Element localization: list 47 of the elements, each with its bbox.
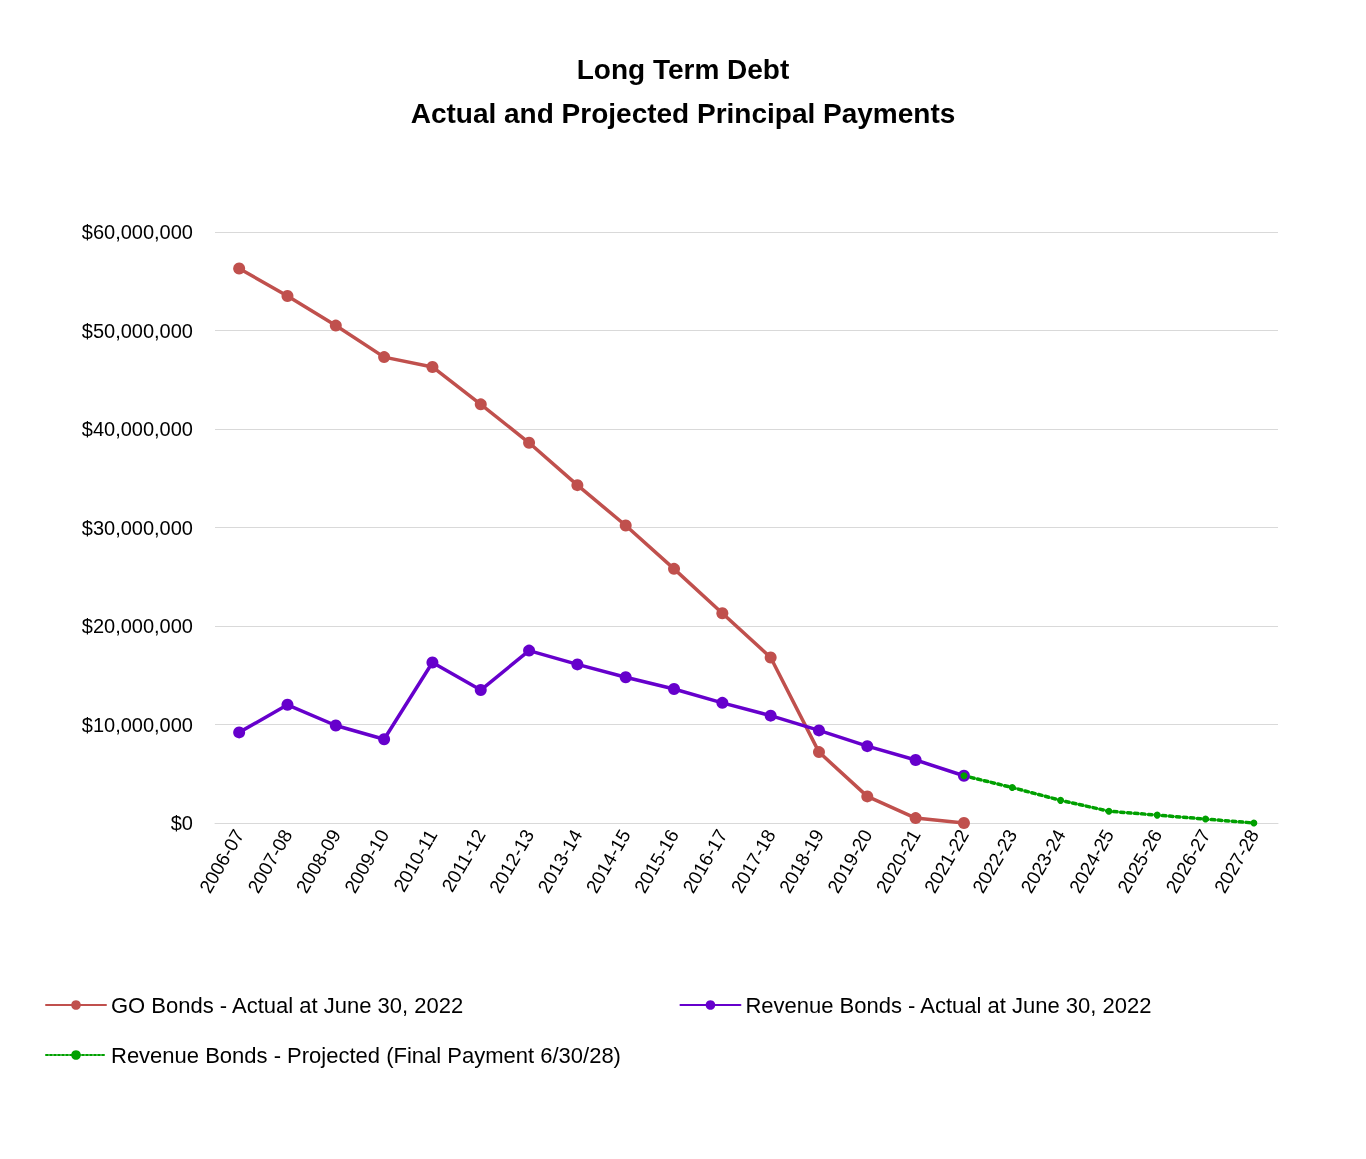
point — [426, 360, 439, 373]
point — [716, 607, 729, 620]
point — [233, 262, 246, 275]
point — [668, 683, 681, 696]
point — [861, 790, 874, 803]
y-tick-label: $0 — [170, 812, 193, 834]
legend-label: Revenue Bonds - Projected (Final Payment 6/30/28) — [111, 1042, 621, 1068]
point — [764, 651, 777, 664]
point — [861, 740, 874, 753]
point — [1202, 815, 1210, 823]
legend-label: GO Bonds - Actual at June 30, 2022 — [111, 992, 464, 1018]
point — [378, 733, 391, 746]
legend-label: Revenue Bonds - Actual at June 30, 2022 — [745, 992, 1152, 1018]
point — [329, 319, 342, 332]
y-tick-label: $60,000,000 — [81, 221, 193, 243]
y-tick-label: $50,000,000 — [81, 319, 193, 342]
chart-title: Long Term Debt Actual and Projected Principal Payments — [410, 53, 956, 129]
y-tick-label: $30,000,000 — [81, 516, 193, 539]
point — [426, 656, 439, 669]
point — [764, 709, 777, 722]
point — [909, 753, 922, 766]
point — [233, 726, 246, 739]
point — [668, 562, 681, 575]
y-tick-label: $10,000,000 — [81, 713, 193, 736]
point — [571, 658, 584, 671]
point — [909, 812, 922, 825]
point — [619, 671, 632, 684]
point — [812, 724, 825, 737]
point — [474, 684, 487, 697]
point — [378, 351, 391, 364]
point — [523, 644, 536, 657]
point — [957, 817, 970, 829]
point — [1008, 784, 1016, 792]
point — [474, 398, 487, 411]
point — [1153, 811, 1161, 819]
y-tick-label: $40,000,000 — [81, 418, 193, 440]
y-tick-label: $20,000,000 — [81, 615, 193, 637]
point — [571, 479, 584, 492]
point — [281, 698, 294, 711]
point — [281, 290, 294, 303]
point — [619, 519, 632, 532]
point — [329, 719, 342, 732]
point — [1057, 796, 1065, 804]
point — [812, 746, 825, 759]
point — [523, 436, 536, 449]
point — [716, 696, 729, 709]
point — [1105, 807, 1113, 815]
